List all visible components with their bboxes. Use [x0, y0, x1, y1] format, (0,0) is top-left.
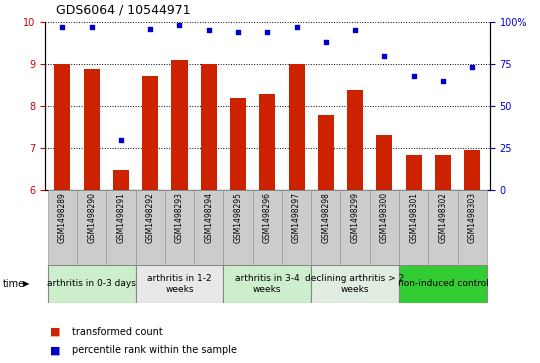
Text: ■: ■ — [50, 327, 60, 337]
Point — [292, 24, 301, 30]
Text: GSM1498300: GSM1498300 — [380, 192, 389, 243]
Bar — [224, 190, 253, 265]
Bar — [259, 94, 275, 190]
Bar — [48, 190, 77, 265]
Bar — [136, 190, 165, 265]
Bar — [399, 265, 487, 303]
Bar — [376, 135, 393, 190]
Text: arthritis in 3-4
weeks: arthritis in 3-4 weeks — [235, 274, 300, 294]
Point — [175, 23, 184, 28]
Bar — [399, 190, 428, 265]
Point — [58, 24, 67, 30]
Bar — [428, 190, 457, 265]
Point — [146, 26, 154, 32]
Bar — [201, 64, 217, 190]
Bar — [464, 150, 480, 190]
Text: GSM1498297: GSM1498297 — [292, 192, 301, 243]
Bar — [77, 190, 106, 265]
Bar — [311, 265, 399, 303]
Text: percentile rank within the sample: percentile rank within the sample — [72, 345, 237, 355]
Text: transformed count: transformed count — [72, 327, 163, 337]
Bar — [370, 190, 399, 265]
Text: ▶: ▶ — [23, 280, 29, 289]
Bar — [347, 90, 363, 190]
Bar — [406, 155, 422, 190]
Bar — [142, 76, 158, 190]
Bar — [194, 190, 224, 265]
Point — [438, 78, 447, 84]
Text: GSM1498290: GSM1498290 — [87, 192, 96, 243]
Text: ■: ■ — [50, 345, 60, 355]
Point — [87, 24, 96, 30]
Bar — [106, 190, 136, 265]
Bar — [253, 190, 282, 265]
Text: arthritis in 1-2
weeks: arthritis in 1-2 weeks — [147, 274, 212, 294]
Point — [321, 39, 330, 45]
Bar — [171, 60, 187, 190]
Bar — [311, 190, 341, 265]
Text: GDS6064 / 10544971: GDS6064 / 10544971 — [56, 4, 190, 17]
Text: GSM1498293: GSM1498293 — [175, 192, 184, 243]
Bar — [165, 190, 194, 265]
Point — [234, 29, 242, 35]
Text: GSM1498298: GSM1498298 — [321, 192, 330, 243]
Point — [263, 29, 272, 35]
Text: GSM1498289: GSM1498289 — [58, 192, 67, 243]
Text: GSM1498296: GSM1498296 — [263, 192, 272, 243]
Bar — [113, 170, 129, 190]
Text: GSM1498299: GSM1498299 — [350, 192, 360, 243]
Text: arthritis in 0-3 days: arthritis in 0-3 days — [47, 280, 136, 289]
Text: GSM1498292: GSM1498292 — [146, 192, 154, 243]
Point — [205, 28, 213, 33]
Bar — [341, 190, 370, 265]
Point — [468, 65, 476, 70]
Text: non-induced control: non-induced control — [397, 280, 488, 289]
Point — [380, 53, 389, 58]
Bar — [318, 115, 334, 190]
Text: GSM1498294: GSM1498294 — [204, 192, 213, 243]
Text: GSM1498302: GSM1498302 — [438, 192, 448, 243]
Bar — [282, 190, 311, 265]
Point — [351, 28, 360, 33]
Text: GSM1498295: GSM1498295 — [233, 192, 242, 243]
Text: GSM1498301: GSM1498301 — [409, 192, 418, 243]
Bar — [457, 190, 487, 265]
Text: time: time — [3, 279, 25, 289]
Text: declining arthritis > 2
weeks: declining arthritis > 2 weeks — [306, 274, 405, 294]
Point — [117, 137, 125, 143]
Bar — [288, 64, 305, 190]
Bar — [435, 155, 451, 190]
Bar — [136, 265, 224, 303]
Bar — [230, 98, 246, 190]
Bar — [48, 265, 136, 303]
Text: GSM1498291: GSM1498291 — [117, 192, 125, 243]
Bar — [224, 265, 311, 303]
Text: GSM1498303: GSM1498303 — [468, 192, 477, 243]
Bar — [84, 69, 100, 190]
Point — [409, 73, 418, 79]
Bar — [55, 64, 70, 190]
